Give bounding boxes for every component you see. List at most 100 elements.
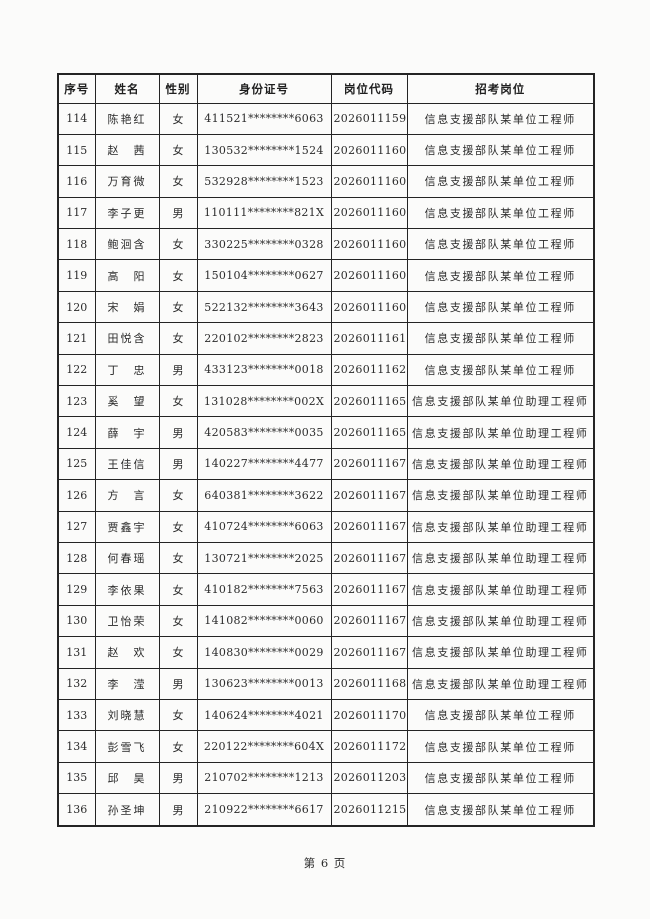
cell-id-number: 131028********002X — [196, 385, 332, 418]
cell-index: 126 — [57, 479, 96, 512]
cell-job-title: 信息支援部队某单位助理工程师 — [406, 479, 595, 512]
cell-job-title: 信息支援部队某单位工程师 — [406, 793, 595, 827]
cell-job-title: 信息支援部队某单位助理工程师 — [406, 416, 595, 449]
cell-gender: 女 — [158, 385, 198, 418]
cell-id-number: 210922********6617 — [196, 793, 332, 827]
cell-gender: 女 — [158, 165, 198, 198]
cell-id-number: 410724********6063 — [196, 510, 332, 543]
cell-job-code: 2026011160 — [330, 133, 408, 167]
cell-job-title: 信息支援部队某单位工程师 — [406, 165, 595, 198]
cell-index: 120 — [57, 290, 96, 324]
cell-id-number: 130623********0013 — [196, 667, 332, 700]
cell-id-number: 532928********1523 — [196, 165, 332, 198]
cell-name: 李子更 — [94, 196, 160, 230]
cell-name: 鲍洄含 — [94, 228, 160, 261]
table-row: 124 薛 宇男 420583********0035 2026011165 信息支援部… — [57, 416, 595, 449]
cell-index: 129 — [57, 573, 96, 606]
cell-job-code: 2026011168 — [330, 667, 408, 700]
cell-index: 136 — [57, 793, 96, 827]
cell-gender: 女 — [158, 604, 198, 638]
table-row: 122 丁 忠男 433123********0018 2026011162 信息支援部… — [57, 353, 595, 387]
cell-job-title: 信息支援部队某单位助理工程师 — [406, 541, 595, 575]
cell-index: 128 — [57, 541, 96, 575]
cell-name: 万育微 — [94, 165, 160, 198]
cell-name: 薛 宇 — [94, 416, 160, 449]
table-row: 130 卫怡荣女 141082********0060 2026011167 信息支援部… — [57, 604, 595, 638]
cell-id-number: 640381********3622 — [196, 479, 332, 512]
col-header-name: 姓名 — [94, 73, 160, 104]
cell-job-code: 2026011160 — [330, 259, 408, 292]
cell-index: 115 — [57, 133, 96, 167]
cell-job-title: 信息支援部队某单位助理工程师 — [406, 573, 595, 606]
col-header-index: 序号 — [57, 73, 96, 104]
cell-id-number: 420583********0035 — [196, 416, 332, 449]
cell-index: 114 — [57, 102, 96, 135]
cell-job-title: 信息支援部队某单位工程师 — [406, 259, 595, 292]
col-header-job-title: 招考岗位 — [406, 73, 595, 104]
cell-id-number: 330225********0328 — [196, 228, 332, 261]
cell-job-code: 2026011159 — [330, 102, 408, 135]
cell-job-title: 信息支援部队某单位工程师 — [406, 290, 595, 324]
table-row: 134 彭雪飞女 220122********604X 2026011172 信息支援部… — [57, 730, 595, 763]
cell-index: 130 — [57, 604, 96, 638]
table-row: 115 赵 茜女 130532********1524 2026011160 信息支援部… — [57, 133, 595, 167]
cell-id-number: 433123********0018 — [196, 353, 332, 387]
cell-job-code: 2026011167 — [330, 636, 408, 669]
cell-gender: 男 — [158, 793, 198, 827]
cell-gender: 男 — [158, 196, 198, 230]
table-row: 118 鲍洄含女 330225********0328 2026011160 信息支援部… — [57, 228, 595, 261]
cell-job-title: 信息支援部队某单位工程师 — [406, 353, 595, 387]
cell-index: 125 — [57, 447, 96, 481]
cell-job-title: 信息支援部队某单位工程师 — [406, 102, 595, 135]
cell-gender: 女 — [158, 133, 198, 167]
cell-job-code: 2026011162 — [330, 353, 408, 387]
cell-gender: 女 — [158, 698, 198, 732]
cell-id-number: 141082********0060 — [196, 604, 332, 638]
cell-name: 赵 欢 — [94, 636, 160, 669]
cell-job-title: 信息支援部队某单位助理工程师 — [406, 447, 595, 481]
cell-gender: 女 — [158, 541, 198, 575]
cell-gender: 女 — [158, 573, 198, 606]
table-row: 129 李依果女 410182********7563 2026011167 信息支援部… — [57, 573, 595, 606]
cell-id-number: 410182********7563 — [196, 573, 332, 606]
cell-gender: 男 — [158, 416, 198, 449]
cell-job-code: 2026011160 — [330, 228, 408, 261]
cell-job-title: 信息支援部队某单位助理工程师 — [406, 385, 595, 418]
cell-index: 116 — [57, 165, 96, 198]
cell-job-title: 信息支援部队某单位工程师 — [406, 196, 595, 230]
table-row: 120 宋 娟女 522132********3643 2026011160 信息支援部… — [57, 290, 595, 324]
cell-gender: 女 — [158, 510, 198, 543]
cell-gender: 男 — [158, 761, 198, 795]
table-row: 131 赵 欢女 140830********0029 2026011167 信息支援部… — [57, 636, 595, 669]
table-row: 125 王佳信男 140227********4477 2026011167 信息支援部… — [57, 447, 595, 481]
cell-name: 田悦含 — [94, 322, 160, 355]
cell-gender: 男 — [158, 353, 198, 387]
cell-name: 陈艳红 — [94, 102, 160, 135]
cell-job-code: 2026011167 — [330, 541, 408, 575]
cell-index: 134 — [57, 730, 96, 763]
cell-name: 奚 望 — [94, 385, 160, 418]
cell-job-title: 信息支援部队某单位工程师 — [406, 228, 595, 261]
col-header-gender: 性别 — [158, 73, 198, 104]
cell-gender: 女 — [158, 322, 198, 355]
cell-job-title: 信息支援部队某单位助理工程师 — [406, 667, 595, 700]
cell-index: 133 — [57, 698, 96, 732]
cell-name: 宋 娟 — [94, 290, 160, 324]
cell-gender: 男 — [158, 667, 198, 700]
cell-job-title: 信息支援部队某单位工程师 — [406, 133, 595, 167]
cell-job-code: 2026011161 — [330, 322, 408, 355]
cell-id-number: 140624********4021 — [196, 698, 332, 732]
cell-gender: 女 — [158, 636, 198, 669]
cell-name: 赵 茜 — [94, 133, 160, 167]
table-row: 116 万育微女 532928********1523 2026011160 信息支援部… — [57, 165, 595, 198]
cell-job-code: 2026011167 — [330, 510, 408, 543]
cell-index: 119 — [57, 259, 96, 292]
cell-index: 122 — [57, 353, 96, 387]
cell-name: 贾鑫宇 — [94, 510, 160, 543]
cell-id-number: 140830********0029 — [196, 636, 332, 669]
table-row: 114 陈艳红女 411521********6063 2026011159 信息支援部… — [57, 102, 595, 135]
cell-id-number: 522132********3643 — [196, 290, 332, 324]
cell-job-code: 2026011172 — [330, 730, 408, 763]
table-row: 123 奚 望女 131028********002X 2026011165 信息支援部… — [57, 385, 595, 418]
cell-job-code: 2026011160 — [330, 165, 408, 198]
